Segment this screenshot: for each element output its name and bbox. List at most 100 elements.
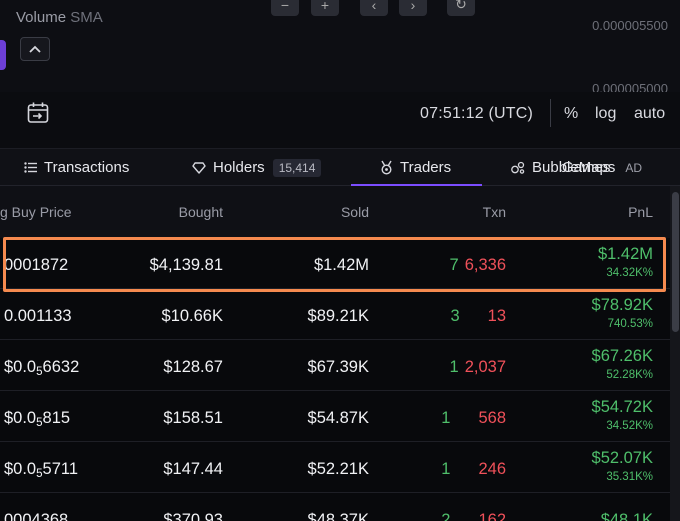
txn-cell: 1 2,037 [450,358,506,377]
avg-buy-price-cell: 0004368 [4,511,68,521]
price-prefix: $0.0 [4,358,37,376]
list-icon [24,162,37,173]
tab-transactions[interactable]: Transactions [24,149,129,186]
price-zero-count: 5 [36,366,43,379]
col-header-txn[interactable]: Txn [482,204,506,220]
table-row[interactable]: 0001872 $4,139.81 $1.42M 7 6,336 $1.42M 34.32K… [0,238,670,289]
table-row[interactable]: $0.055711 $147.44 $52.21K 1 246 $52.07K 35.31K… [0,442,670,493]
buy-count: 1 [441,409,451,427]
pnl-value: $52.07K [591,449,653,467]
pnl-percent: 34.52K% [606,420,653,432]
pnl-percent: 34.32K% [606,267,653,279]
sold-cell: $54.87K [307,409,369,427]
price-zero-count: 5 [36,417,43,430]
sold-cell: $1.42M [313,256,369,274]
utc-clock[interactable]: 07:51:12 (UTC) [420,105,534,122]
txn-cell: 7 6,336 [450,256,506,275]
pnl-value: $67.26K [591,347,653,365]
games-overlay-label[interactable]: Games [562,159,611,176]
price-axis-tick: 0.000005500 [592,18,668,33]
scrollbar-thumb[interactable] [672,192,679,332]
tab-label: BubbleMaps [532,159,616,176]
bought-cell: $158.51 [163,409,223,427]
price-suffix: 6632 [42,358,80,376]
toolbar-divider [550,99,551,127]
buy-count: 3 [450,307,460,325]
bubbles-icon [511,161,525,174]
tab-label: Traders [400,159,452,176]
chart-area: − + ‹ › ↻ Volume SMA 0.000005500 0.00000… [0,0,680,92]
sell-count: 162 [478,511,506,521]
sold-cell: $52.21K [307,460,369,478]
table-row[interactable]: 0.001133 $10.66K $89.21K 3 13 $78.92K 740.53% [0,289,670,340]
table-row[interactable]: $0.05815 $158.51 $54.87K 1 568 $54.72K 34.52K% [0,391,670,442]
avg-buy-price-cell: $0.055711 [4,460,78,480]
bought-cell: $10.66K [161,307,223,325]
buy-count: 2 [441,511,451,521]
data-tabs: Transactions Holders 15,414 Traders Bubb… [0,148,680,186]
price-prefix: 0.001133 [4,307,72,325]
chevron-up-icon [29,45,41,53]
sell-count: 2,037 [464,358,506,376]
pnl-percent: 35.31K% [606,471,653,483]
price-suffix: 815 [42,409,71,427]
active-tab-indicator [351,184,482,186]
buy-count: 7 [449,256,459,274]
avg-buy-price-cell: $0.05815 [4,409,71,430]
avg-buy-price-cell: $0.056632 [4,358,80,379]
volume-sma-label: SMA [70,9,103,26]
calendar-goto-icon[interactable] [26,101,50,125]
col-header-avg-buy-price[interactable]: g Buy Price [0,204,72,220]
pnl-percent: 52.28K% [606,369,653,381]
avg-buy-price-cell: 0.001133 [4,307,72,326]
diamond-icon [192,161,206,174]
price-prefix: 0004368 [4,511,69,521]
table-header: g Buy Price Bought Sold Txn PnL [0,186,670,238]
log-scale-toggle[interactable]: log [595,105,617,122]
auto-scale-toggle[interactable]: auto [634,105,666,122]
table-scrollbar[interactable] [670,186,680,521]
volume-label: Volume [16,9,67,26]
sell-count: 13 [487,307,506,325]
pnl-value: $78.92K [591,296,653,314]
tab-traders[interactable]: Traders [380,149,451,186]
pnl-value: $54.72K [591,398,653,416]
sell-count: 568 [478,409,506,427]
buy-count: 1 [441,460,451,478]
reset-chart-button[interactable]: ↻ [447,0,475,16]
side-panel-tab[interactable] [0,40,6,70]
col-header-sold[interactable]: Sold [340,204,369,220]
traders-table: g Buy Price Bought Sold Txn PnL 0001872 $… [0,186,670,521]
sold-cell: $67.39K [307,358,369,376]
bought-cell: $147.44 [163,460,223,478]
txn-cell: 3 13 [450,307,506,326]
medal-icon [381,160,392,175]
bought-cell: $4,139.81 [149,256,223,274]
tab-bubblemaps[interactable]: BubbleMaps Games AD [511,149,642,186]
bought-cell: $370.93 [163,511,223,521]
scroll-right-button[interactable]: › [399,0,427,16]
buy-count: 1 [449,358,459,376]
table-row[interactable]: 0004368 $370.93 $48.37K 2 162 $48.1K [0,493,670,521]
tab-label: Transactions [44,159,130,176]
pnl-percent: 740.53% [607,318,653,330]
zoom-in-button[interactable]: + [311,0,339,16]
pnl-value: $48.1K [600,511,653,521]
collapse-indicator-button[interactable] [20,37,50,61]
tab-holders[interactable]: Holders 15,414 [192,149,322,186]
volume-indicator-label: Volume SMA [16,9,103,26]
sold-cell: $89.21K [307,307,369,325]
percent-scale-toggle[interactable]: % [564,105,579,122]
table-row[interactable]: $0.056632 $128.67 $67.39K 1 2,037 $67.26K 52.2… [0,340,670,391]
col-header-pnl[interactable]: PnL [628,204,653,220]
chart-time-toolbar: 07:51:12 (UTC) % log auto [0,92,680,136]
txn-cell: 2 162 [441,511,506,521]
avg-buy-price-cell: 0001872 [4,256,68,275]
col-header-bought[interactable]: Bought [178,204,223,220]
holders-count-badge: 15,414 [272,158,322,177]
pnl-value: $1.42M [597,245,653,263]
bought-cell: $128.67 [163,358,223,376]
scroll-left-button[interactable]: ‹ [360,0,388,16]
sell-count: 246 [478,460,506,478]
zoom-out-button[interactable]: − [271,0,299,16]
